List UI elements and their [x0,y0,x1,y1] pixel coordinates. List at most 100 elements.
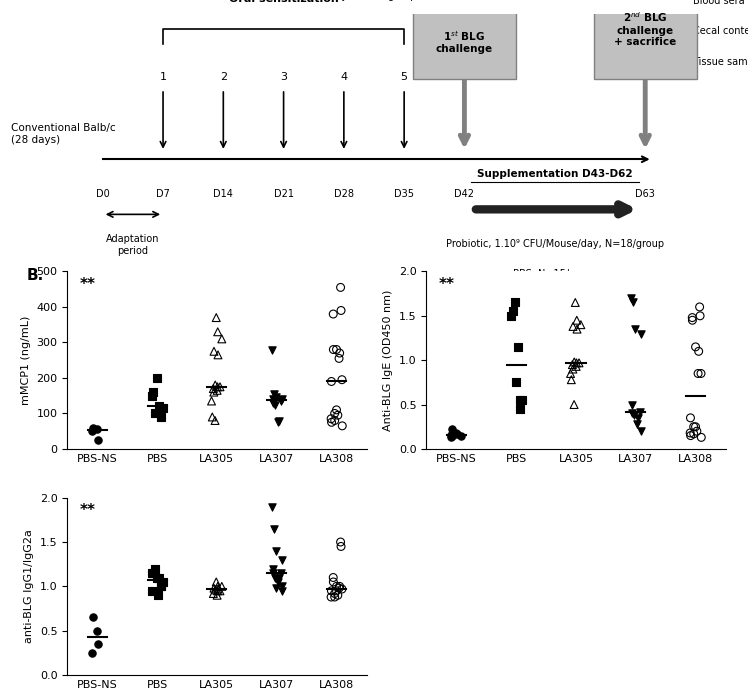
Point [153,572,165,583]
Point [272,417,284,428]
Point [328,592,340,603]
Point [277,554,289,565]
Point [687,428,699,439]
Text: **: ** [79,503,95,518]
Point [328,415,340,426]
Point [334,537,346,548]
Point [325,413,337,425]
Point [332,410,344,421]
Point [269,572,280,583]
Text: Tissue sampling : spleen, ileum: Tissue sampling : spleen, ileum [693,56,748,67]
Point [216,580,228,592]
Point [693,346,705,357]
Point [505,310,517,322]
Text: Oral sensitization: Oral sensitization [229,0,338,4]
Text: D21: D21 [274,189,294,199]
Point [632,412,644,423]
Point [146,585,158,596]
Point [568,356,580,367]
Point [444,429,456,441]
Point [208,346,220,357]
Text: Supplementation D43-D62: Supplementation D43-D62 [477,169,633,180]
Point [450,427,462,438]
Point [206,395,218,406]
Point [446,430,458,441]
Point [512,341,524,352]
Y-axis label: anti-BLG IgG1/IgG2a: anti-BLG IgG1/IgG2a [24,530,34,643]
FancyBboxPatch shape [594,0,696,79]
Point [207,383,219,394]
Point [146,567,158,578]
Point [328,588,340,599]
Point [150,408,162,419]
Point [266,344,278,355]
Point [212,349,224,361]
Point [147,386,159,397]
Point [155,580,167,592]
Point [212,580,224,592]
Text: 1: 1 [159,72,167,81]
Point [216,333,228,345]
Point [325,585,337,596]
Text: 2: 2 [220,72,227,81]
Point [692,368,704,379]
Point [566,359,578,370]
Point [212,583,224,594]
Point [509,377,521,388]
Text: 2$^{nd}$ BLG
challenge
+ sacrifice: 2$^{nd}$ BLG challenge + sacrifice [614,10,676,47]
Point [325,417,337,428]
Point [157,402,169,413]
Point [625,292,637,303]
Point [686,312,698,323]
Point [516,395,528,406]
Point [333,583,345,594]
Text: Blood sera collection: Blood sera collection [693,0,748,6]
Point [146,390,158,401]
Text: D42: D42 [454,189,474,199]
Point [91,625,103,636]
Text: **: ** [438,277,454,292]
Point [211,385,223,396]
Point [267,563,279,574]
Point [268,523,280,535]
Point [212,585,224,596]
Point [690,421,702,432]
Point [210,312,222,323]
Point [276,585,288,596]
Text: D35: D35 [394,189,414,199]
Point [91,424,103,435]
Point [93,434,105,445]
Point [331,580,343,592]
Point [208,386,220,397]
Point [334,580,346,592]
Point [266,501,278,512]
Point [150,372,162,383]
Point [275,395,287,406]
Point [214,585,226,596]
Point [331,404,343,416]
Point [269,546,281,557]
Point [337,420,349,432]
Point [446,423,458,434]
Point [93,638,105,649]
Point [150,572,162,583]
Point [85,647,97,658]
Point [687,421,699,432]
Point [268,388,280,400]
Point [156,580,168,592]
Point [87,612,99,623]
Point [635,426,647,437]
Point [636,328,648,339]
Text: D0: D0 [96,189,110,199]
Point [328,576,340,587]
Point [634,406,646,417]
Point [327,572,339,583]
Point [335,541,347,552]
Text: Non Sensitized mice : cholera toxin only, N=5-6/group: Non Sensitized mice : cholera toxin only… [151,0,417,1]
FancyBboxPatch shape [413,4,515,79]
Text: Probiotic, 1.10⁹ CFU/Mouse/day, N=18/group: Probiotic, 1.10⁹ CFU/Mouse/day, N=18/gro… [446,239,664,249]
Text: Conventional Balb/c
(28 days): Conventional Balb/c (28 days) [11,123,116,145]
Point [333,353,345,364]
Point [684,427,696,438]
Point [211,590,223,601]
